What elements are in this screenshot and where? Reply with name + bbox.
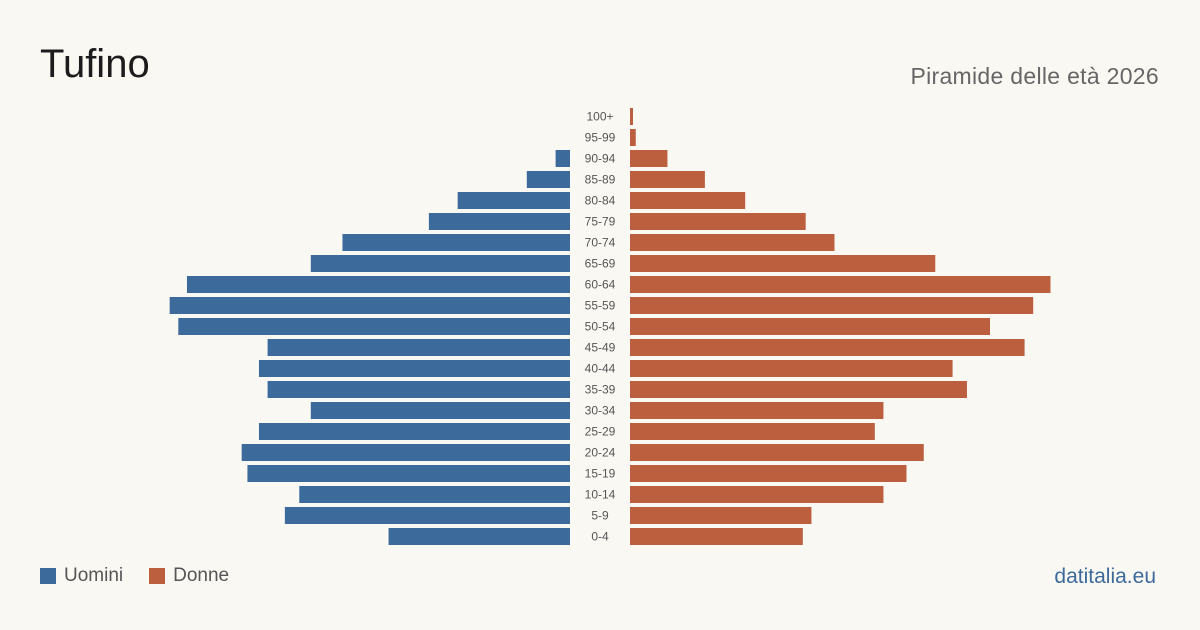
bar-women-50-54	[630, 318, 990, 335]
bar-women-20-24	[630, 444, 924, 461]
bar-men-25-29	[258, 423, 570, 440]
age-label-25-29: 25-29	[585, 425, 616, 439]
bar-men-30-34	[310, 402, 570, 419]
age-label-95-99: 95-99	[585, 131, 616, 145]
bar-men-5-9	[284, 507, 570, 524]
age-label-50-54: 50-54	[585, 320, 616, 334]
bar-women-65-69	[630, 255, 936, 272]
bar-men-0-4	[388, 528, 570, 545]
bar-women-60-64	[630, 276, 1051, 293]
age-label-0-4: 0-4	[591, 530, 609, 544]
age-label-45-49: 45-49	[585, 341, 616, 355]
bar-women-5-9	[630, 507, 812, 524]
legend-item-men: Uomini	[40, 565, 123, 587]
legend-swatch-men	[40, 568, 56, 584]
bar-women-55-59	[630, 297, 1034, 314]
bar-women-85-89	[630, 171, 705, 188]
bar-women-75-79	[630, 213, 806, 230]
age-label-60-64: 60-64	[585, 278, 616, 292]
bar-men-55-59	[169, 297, 570, 314]
bar-men-60-64	[186, 276, 570, 293]
bar-women-45-49	[630, 339, 1025, 356]
bar-men-10-14	[299, 486, 570, 503]
age-label-5-9: 5-9	[591, 509, 609, 523]
bar-men-85-89	[526, 171, 570, 188]
legend-item-women: Donne	[149, 565, 229, 587]
bar-men-45-49	[267, 339, 570, 356]
age-label-75-79: 75-79	[585, 215, 616, 229]
age-label-80-84: 80-84	[585, 194, 616, 208]
bar-women-40-44	[630, 360, 953, 377]
bar-women-80-84	[630, 192, 746, 209]
age-label-30-34: 30-34	[585, 404, 616, 418]
bar-women-10-14	[630, 486, 884, 503]
bar-men-40-44	[258, 360, 570, 377]
bar-men-80-84	[457, 192, 570, 209]
bar-women-90-94	[630, 150, 668, 167]
legend-label-women: Donne	[173, 565, 230, 586]
bar-women-100+	[630, 108, 633, 125]
age-label-55-59: 55-59	[585, 299, 616, 313]
age-label-20-24: 20-24	[585, 446, 616, 460]
age-label-70-74: 70-74	[585, 236, 616, 250]
bar-men-35-39	[267, 381, 570, 398]
bar-men-50-54	[178, 318, 570, 335]
chart-subtitle: Piramide delle età 2026	[910, 63, 1159, 89]
age-label-35-39: 35-39	[585, 383, 616, 397]
legend: Uomini Donne	[40, 565, 255, 587]
age-label-15-19: 15-19	[585, 467, 616, 481]
bar-women-0-4	[630, 528, 803, 545]
legend-label-men: Uomini	[64, 565, 124, 586]
legend-swatch-women	[149, 568, 166, 584]
bar-men-15-19	[247, 465, 570, 482]
bar-women-95-99	[630, 129, 636, 146]
bar-women-70-74	[630, 234, 835, 251]
age-label-65-69: 65-69	[585, 257, 616, 271]
age-label-90-94: 90-94	[585, 152, 616, 166]
bar-men-65-69	[310, 255, 570, 272]
age-label-100+: 100+	[586, 110, 613, 124]
bar-men-70-74	[342, 234, 570, 251]
bar-women-25-29	[630, 423, 875, 440]
age-label-85-89: 85-89	[585, 173, 616, 187]
bar-women-30-34	[630, 402, 884, 419]
bar-men-75-79	[428, 213, 570, 230]
source-link[interactable]: datitalia.eu	[1054, 565, 1156, 588]
page-title: Tufino	[40, 42, 150, 86]
bar-men-20-24	[241, 444, 570, 461]
bar-women-15-19	[630, 465, 907, 482]
bar-men-90-94	[555, 150, 570, 167]
age-label-40-44: 40-44	[585, 362, 616, 376]
age-label-10-14: 10-14	[585, 488, 616, 502]
bar-women-35-39	[630, 381, 967, 398]
